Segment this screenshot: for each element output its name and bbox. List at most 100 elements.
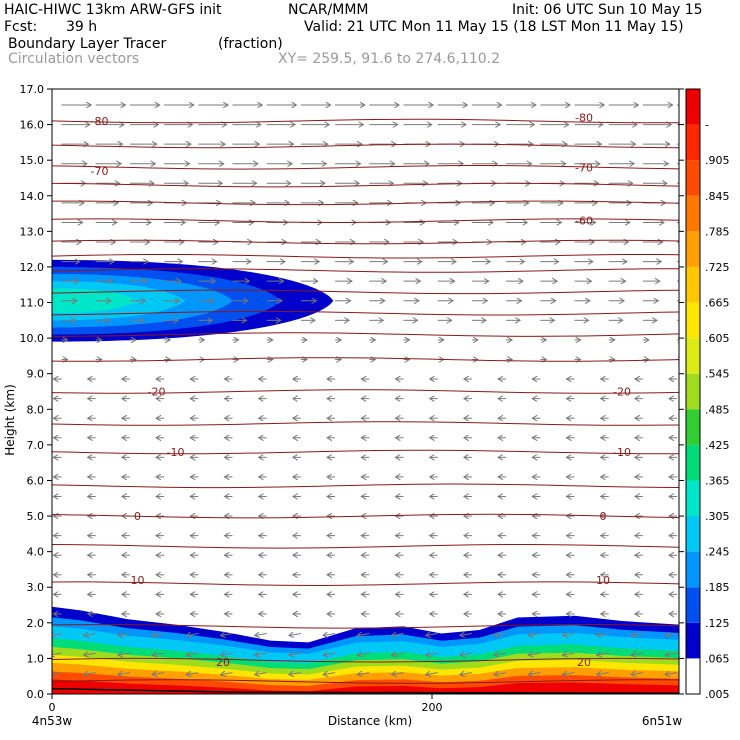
isotherm-line xyxy=(52,218,679,223)
vector-arrow xyxy=(460,673,472,675)
vector-arrow xyxy=(631,634,643,636)
isotherm-line xyxy=(52,544,679,549)
colorbar-cell xyxy=(686,480,700,517)
vector-arrow xyxy=(289,673,301,675)
colorbar-label: .665 xyxy=(705,297,730,310)
field-units: (fraction) xyxy=(218,36,283,52)
colorbar-cell xyxy=(686,658,700,694)
fcst-value: 39 h xyxy=(66,19,98,35)
contour-label: -70 xyxy=(575,161,593,174)
colorbar-cell xyxy=(686,266,700,303)
vector-arrow xyxy=(494,673,507,675)
colorbar-label: .785 xyxy=(705,225,730,238)
contour-label: 20 xyxy=(216,656,230,669)
isotherm-line xyxy=(52,513,679,519)
vector-arrow xyxy=(494,653,507,655)
vector-arrow xyxy=(186,653,199,655)
contour-label: -80 xyxy=(91,115,109,128)
colorbar-label: .125 xyxy=(705,617,730,630)
vector-arrow xyxy=(221,673,233,675)
vector-arrow xyxy=(52,673,62,675)
isotherm-line xyxy=(52,143,679,149)
vector-arrow xyxy=(494,634,507,636)
contour-label: -10 xyxy=(613,446,631,459)
y-tick-label: 11.0 xyxy=(20,297,45,310)
colorbar-label: .485 xyxy=(705,403,730,416)
vector-arrow xyxy=(563,673,575,675)
vector-arrow xyxy=(255,634,267,636)
vector-arrow xyxy=(118,634,130,636)
plume-band-4 xyxy=(52,288,138,314)
y-tick-label: 15.0 xyxy=(20,154,45,167)
vector-arrow xyxy=(84,634,96,636)
vector-arrow xyxy=(631,673,643,675)
isotherm-line xyxy=(52,679,679,684)
isotherm-line xyxy=(52,253,679,259)
colorbar-label: .725 xyxy=(705,261,730,274)
isotherm-line xyxy=(52,449,679,455)
colorbar-cell xyxy=(686,195,700,232)
tracer-band-8 xyxy=(52,679,679,694)
vector-arrow xyxy=(84,673,96,675)
field-name: Boundary Layer Tracer xyxy=(8,36,167,52)
vector-arrow xyxy=(255,653,267,655)
init-time: Init: 06 UTC Sun 10 May 15 xyxy=(512,2,703,18)
y-tick-label: 0.0 xyxy=(27,688,45,701)
vector-arrow xyxy=(357,634,370,636)
contour-labels: -80 -80 -70 -70 -60 -20 -20 -10 -10 0 0 10 10 20 20 xyxy=(91,111,631,669)
vector-arrow xyxy=(563,634,575,636)
x-axis-label: Distance (km) xyxy=(328,714,412,728)
isotherm-line xyxy=(52,421,679,426)
model-title: HAIC-HIWC 13km ARW-GFS init xyxy=(4,2,222,18)
x-left-endpoint: 4n53w xyxy=(32,714,73,728)
vector-arrow xyxy=(52,653,62,655)
isotherm-line xyxy=(52,389,679,394)
isotherm-line xyxy=(52,200,679,206)
colorbar-cell xyxy=(686,516,700,552)
x-tick-label: 200 xyxy=(422,701,443,714)
colorbar-label: .245 xyxy=(705,546,730,559)
contour-label: 20 xyxy=(577,656,591,669)
y-tick-label: 13.0 xyxy=(20,225,45,238)
x-right-endpoint: 6n51w xyxy=(642,714,683,728)
vector-arrow xyxy=(255,673,267,675)
vector-arrow xyxy=(152,634,165,636)
y-axis: 0.0 1.0 2.0 3.0 4.0 5.0 6.0 7.0 8.0 9.0 10.0 11.0 12… xyxy=(20,83,684,701)
vector-arrow xyxy=(357,653,370,655)
vector-arrow xyxy=(631,653,643,655)
isotherm-line xyxy=(52,182,679,188)
vector-arrow xyxy=(528,653,541,655)
isotherm-contours xyxy=(52,118,679,694)
colorbar: .005 .065 .125 .185 .245 .305 .365 .425 .485 .545… xyxy=(685,88,730,701)
plot-frame xyxy=(51,88,680,695)
colorbar-label: .845 xyxy=(705,190,730,203)
colorbar-label: .005 xyxy=(705,688,730,701)
colorbar-label: .425 xyxy=(705,439,730,452)
colorbar-label: - xyxy=(705,119,709,132)
org-label: NCAR/MMM xyxy=(288,2,369,18)
y-tick-label: 14.0 xyxy=(20,190,45,203)
vector-arrow xyxy=(392,673,404,675)
colorbar-label: .305 xyxy=(705,510,730,523)
vector-arrow xyxy=(528,673,541,675)
vector-arrow xyxy=(186,673,199,675)
colorbar-cell xyxy=(686,373,700,410)
vector-arrow xyxy=(323,653,336,655)
contour-label: 10 xyxy=(596,574,610,587)
y-tick-label: 8.0 xyxy=(27,403,45,416)
colorbar-cell xyxy=(686,587,700,623)
colorbar-cell xyxy=(686,551,700,588)
valid-time: Valid: 21 UTC Mon 11 May 15 (18 LST Mon … xyxy=(304,19,684,35)
colorbar-cell xyxy=(686,231,700,267)
vector-arrow xyxy=(323,673,336,675)
colorbar-cell xyxy=(686,302,700,339)
vector-arrow xyxy=(289,653,301,655)
y-tick-label: 16.0 xyxy=(20,119,45,132)
vector-arrow xyxy=(426,634,438,636)
colorbar-cell xyxy=(686,444,700,481)
vector-arrow xyxy=(665,673,678,675)
isotherm-line xyxy=(52,357,679,362)
vector-arrow xyxy=(323,634,336,636)
